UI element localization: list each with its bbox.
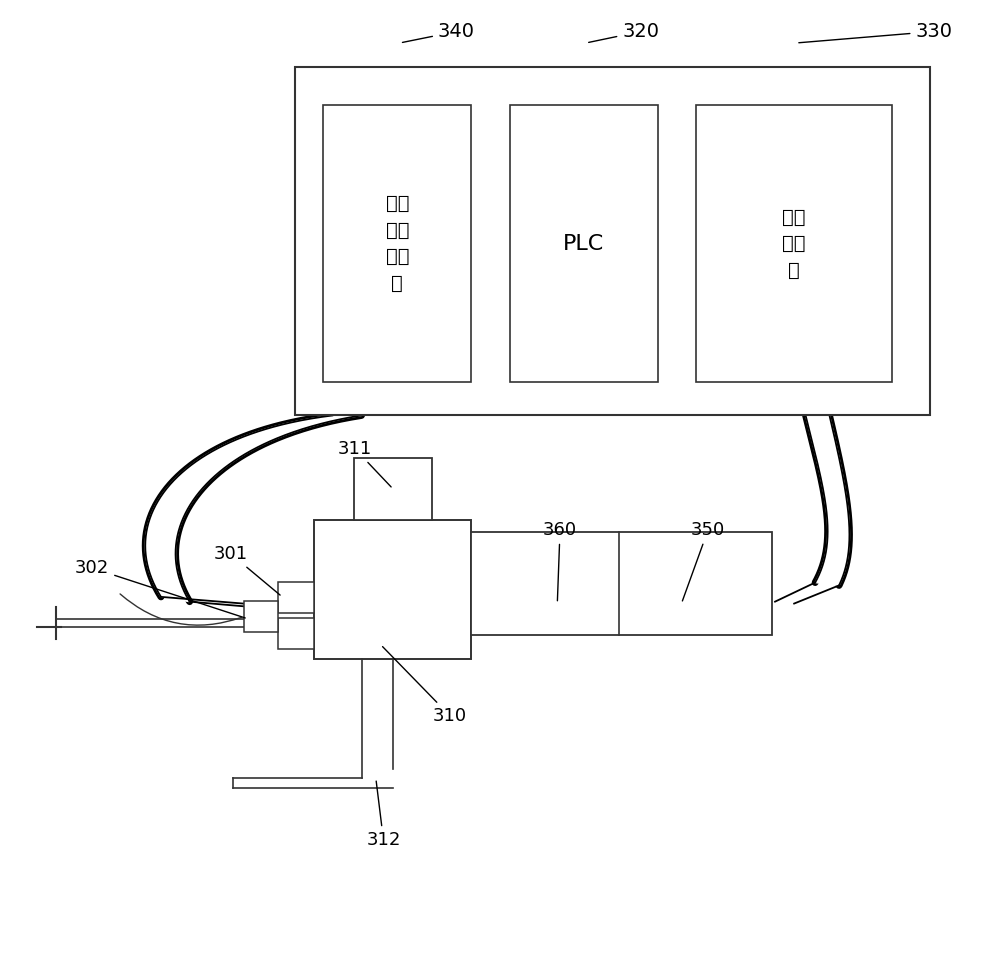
- Text: PLC: PLC: [563, 234, 604, 253]
- Bar: [244, 601, 278, 632]
- Text: 310: 310: [383, 647, 467, 725]
- Bar: [323, 105, 471, 382]
- Bar: [295, 67, 930, 415]
- Text: 330: 330: [799, 22, 952, 43]
- Text: 311: 311: [338, 439, 391, 487]
- Text: 301: 301: [213, 544, 280, 595]
- Bar: [471, 532, 772, 635]
- Polygon shape: [145, 415, 362, 602]
- Text: 打胶
电机
驱动
器: 打胶 电机 驱动 器: [386, 194, 409, 293]
- Text: 340: 340: [402, 22, 475, 42]
- Polygon shape: [806, 415, 849, 585]
- Bar: [278, 618, 314, 649]
- Text: 320: 320: [589, 22, 659, 42]
- Bar: [314, 520, 471, 659]
- Text: 360: 360: [543, 520, 577, 601]
- Text: 主机
驱动
器: 主机 驱动 器: [782, 207, 805, 280]
- Bar: [696, 105, 892, 382]
- Bar: [278, 582, 314, 613]
- Text: 302: 302: [75, 559, 245, 618]
- Text: 312: 312: [366, 781, 401, 849]
- Text: 350: 350: [682, 520, 725, 601]
- Bar: [510, 105, 658, 382]
- Bar: [354, 458, 432, 520]
